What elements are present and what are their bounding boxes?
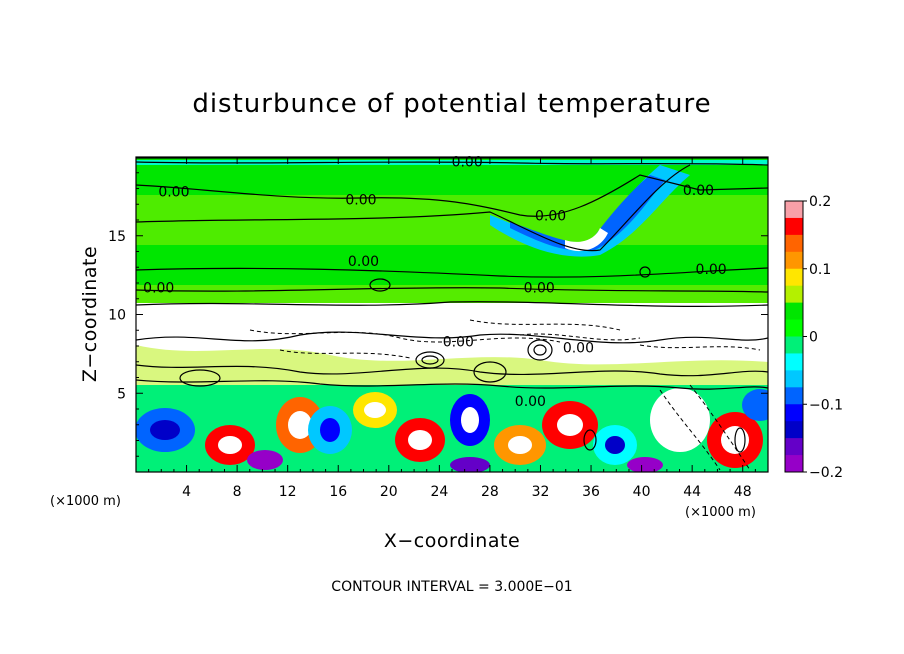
x-tick-label: 28 [481,484,499,500]
colorbar-swatch [785,285,803,304]
x-tick-label: 40 [633,484,651,500]
y-unit-label: (×1000 m) [50,494,121,509]
x-axis-ticks: 4 8 12 16 20 24 28 32 36 40 44 48 [135,157,769,500]
colorbar-swatch [785,370,803,388]
colorbar-swatch [785,455,803,473]
x-tick-label: 48 [734,484,752,500]
contour-label: 0.00 [563,341,594,357]
chart-title: disturbunce of potential temperature [192,89,711,119]
colorbar-swatch [785,217,803,236]
contour-label: 0.00 [143,281,174,297]
colorbar-swatch [785,336,803,354]
colorbar-tick-label: −0.2 [809,465,843,481]
colorbar-swatch [785,302,803,321]
contour-label: 0.00 [515,394,546,410]
contour-label: 0.00 [696,262,727,278]
colorbar-swatch [785,319,803,337]
contour-label: 0.00 [535,208,566,224]
contour-interval-note: CONTOUR INTERVAL = 3.000E−01 [331,579,572,595]
colorbar-swatch [785,251,803,270]
y-tick-label: 5 [117,386,126,402]
y-tick-label: 15 [108,229,126,245]
contour-label: 0.00 [443,334,474,350]
x-tick-label: 36 [582,484,600,500]
contour-lines [136,157,768,453]
colorbar-tick-label: 0.1 [809,262,831,278]
colorbar-tick-label: 0 [809,330,818,346]
x-tick-label: 8 [233,484,242,500]
colorbar-swatch [785,353,803,371]
field-band-white [136,303,768,337]
colorbar-swatch [785,234,803,253]
colorbar-swatch [785,438,803,456]
colorbar-swatch [785,201,803,219]
x-tick-label: 16 [329,484,347,500]
field-boundary-eddies [136,388,768,472]
contour-label: 0.00 [345,193,376,209]
contour-label: 0.00 [348,254,379,270]
contour-label: 0.00 [158,185,189,201]
colorbar-tick-label: −0.1 [809,397,843,413]
field-turbulent-tint [136,345,768,385]
contour-label: 0.00 [452,155,483,171]
contour-lines-negative [249,319,761,471]
field-cool-plume-white [565,228,608,252]
x-tick-label: 20 [380,484,398,500]
contour-label-layer: 0.00 0.00 0.00 0.00 0.00 0.00 0.00 0.00 0.00 0.00… [143,155,727,410]
colorbar-ticks: 0.2 0.1 0 −0.1 −0.2 [803,194,843,481]
x-axis-label: X−coordinate [384,530,520,552]
contour-label: 0.00 [683,183,714,199]
y-tick-label: 10 [108,308,126,324]
colorbar [784,200,804,473]
colorbar-swatch [785,387,803,405]
x-tick-label: 4 [182,484,191,500]
colorbar-swatch [785,421,803,439]
x-tick-label: 32 [532,484,550,500]
y-axis-ticks: 5 10 15 [108,156,768,473]
colorbar-swatch [785,404,803,422]
x-tick-label: 12 [279,484,297,500]
contour-label: 0.00 [524,281,555,297]
x-unit-label: (×1000 m) [685,505,756,520]
colorbar-swatch [785,268,803,287]
y-axis-label: Z−coordinate [79,246,101,382]
colorbar-tick-label: 0.2 [809,194,831,210]
x-tick-label: 44 [683,484,701,500]
color-field [136,157,768,472]
x-tick-label: 24 [430,484,448,500]
